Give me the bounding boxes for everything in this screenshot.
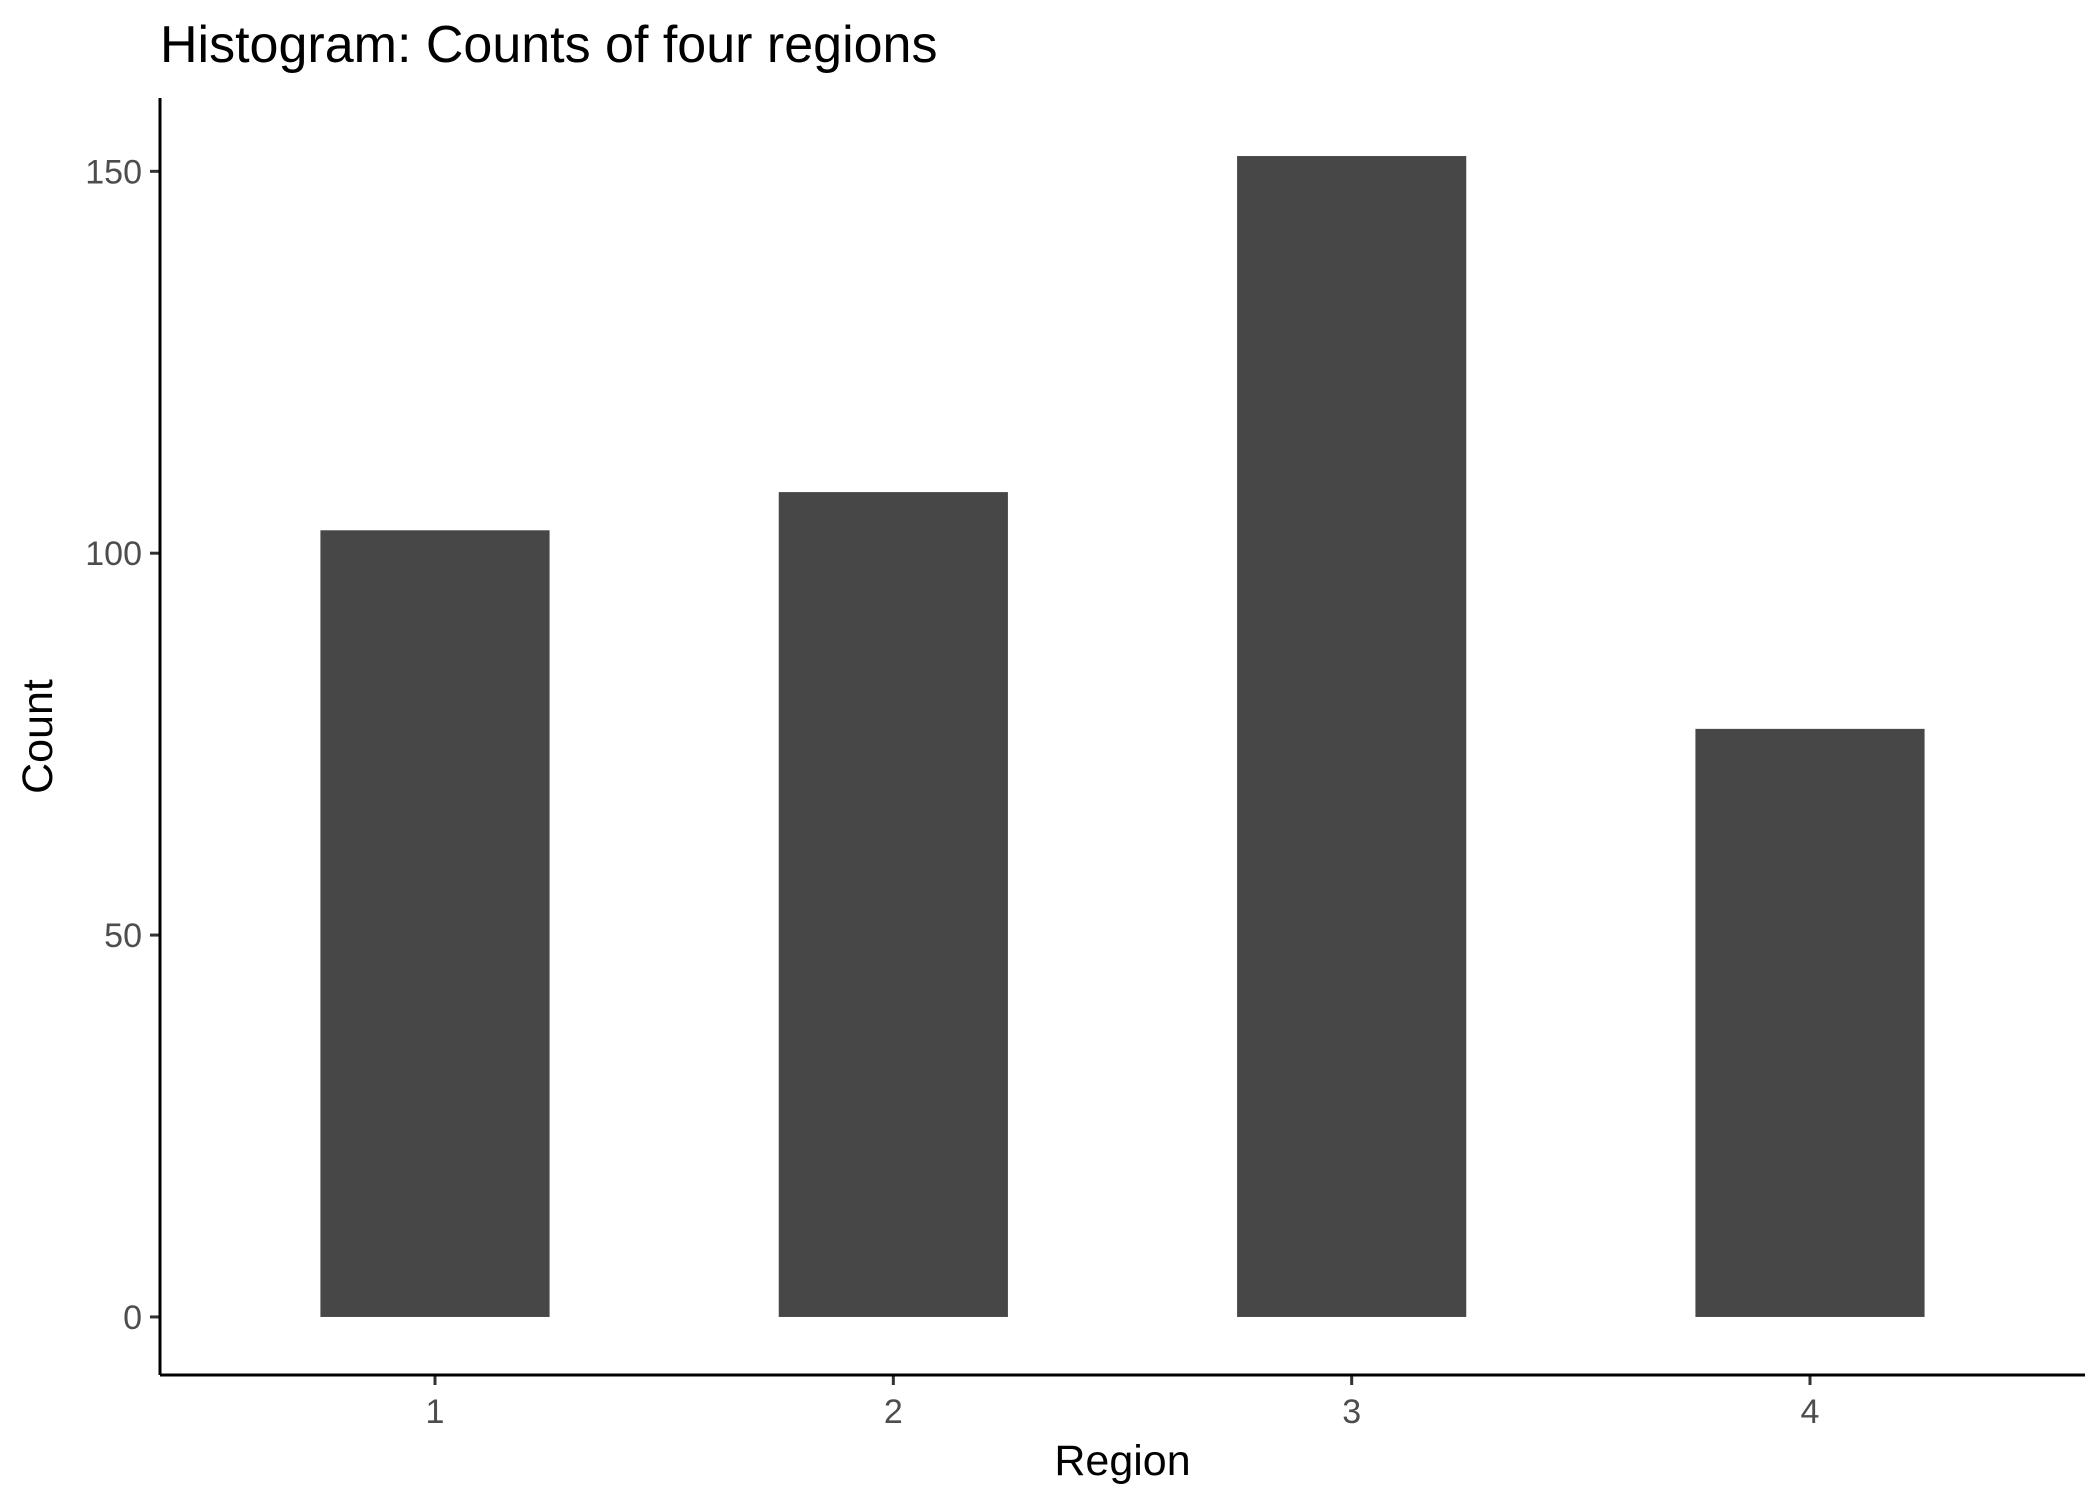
- y-axis-title: Count: [14, 679, 62, 794]
- x-tick-label: 1: [426, 1393, 445, 1431]
- bar-region-1: [320, 530, 550, 1317]
- y-tick-label: 150: [85, 153, 142, 191]
- x-axis-ticks: 1 2 3 4: [426, 1375, 1820, 1431]
- y-tick-label: 50: [104, 917, 142, 955]
- x-tick-label: 4: [1801, 1393, 1820, 1431]
- y-tick-label: 100: [85, 535, 142, 573]
- bar-region-3: [1237, 156, 1467, 1317]
- bar-region-2: [778, 492, 1008, 1317]
- x-tick-label: 2: [884, 1393, 903, 1431]
- x-tick-label: 3: [1342, 1393, 1361, 1431]
- bar-region-4: [1695, 728, 1925, 1317]
- chart-title: Histogram: Counts of four regions: [160, 16, 937, 74]
- bars-group: [320, 156, 1925, 1317]
- x-axis-title: Region: [1054, 1437, 1190, 1485]
- y-tick-label: 0: [123, 1299, 142, 1337]
- y-axis-ticks: 0 50 100 150: [85, 153, 160, 1337]
